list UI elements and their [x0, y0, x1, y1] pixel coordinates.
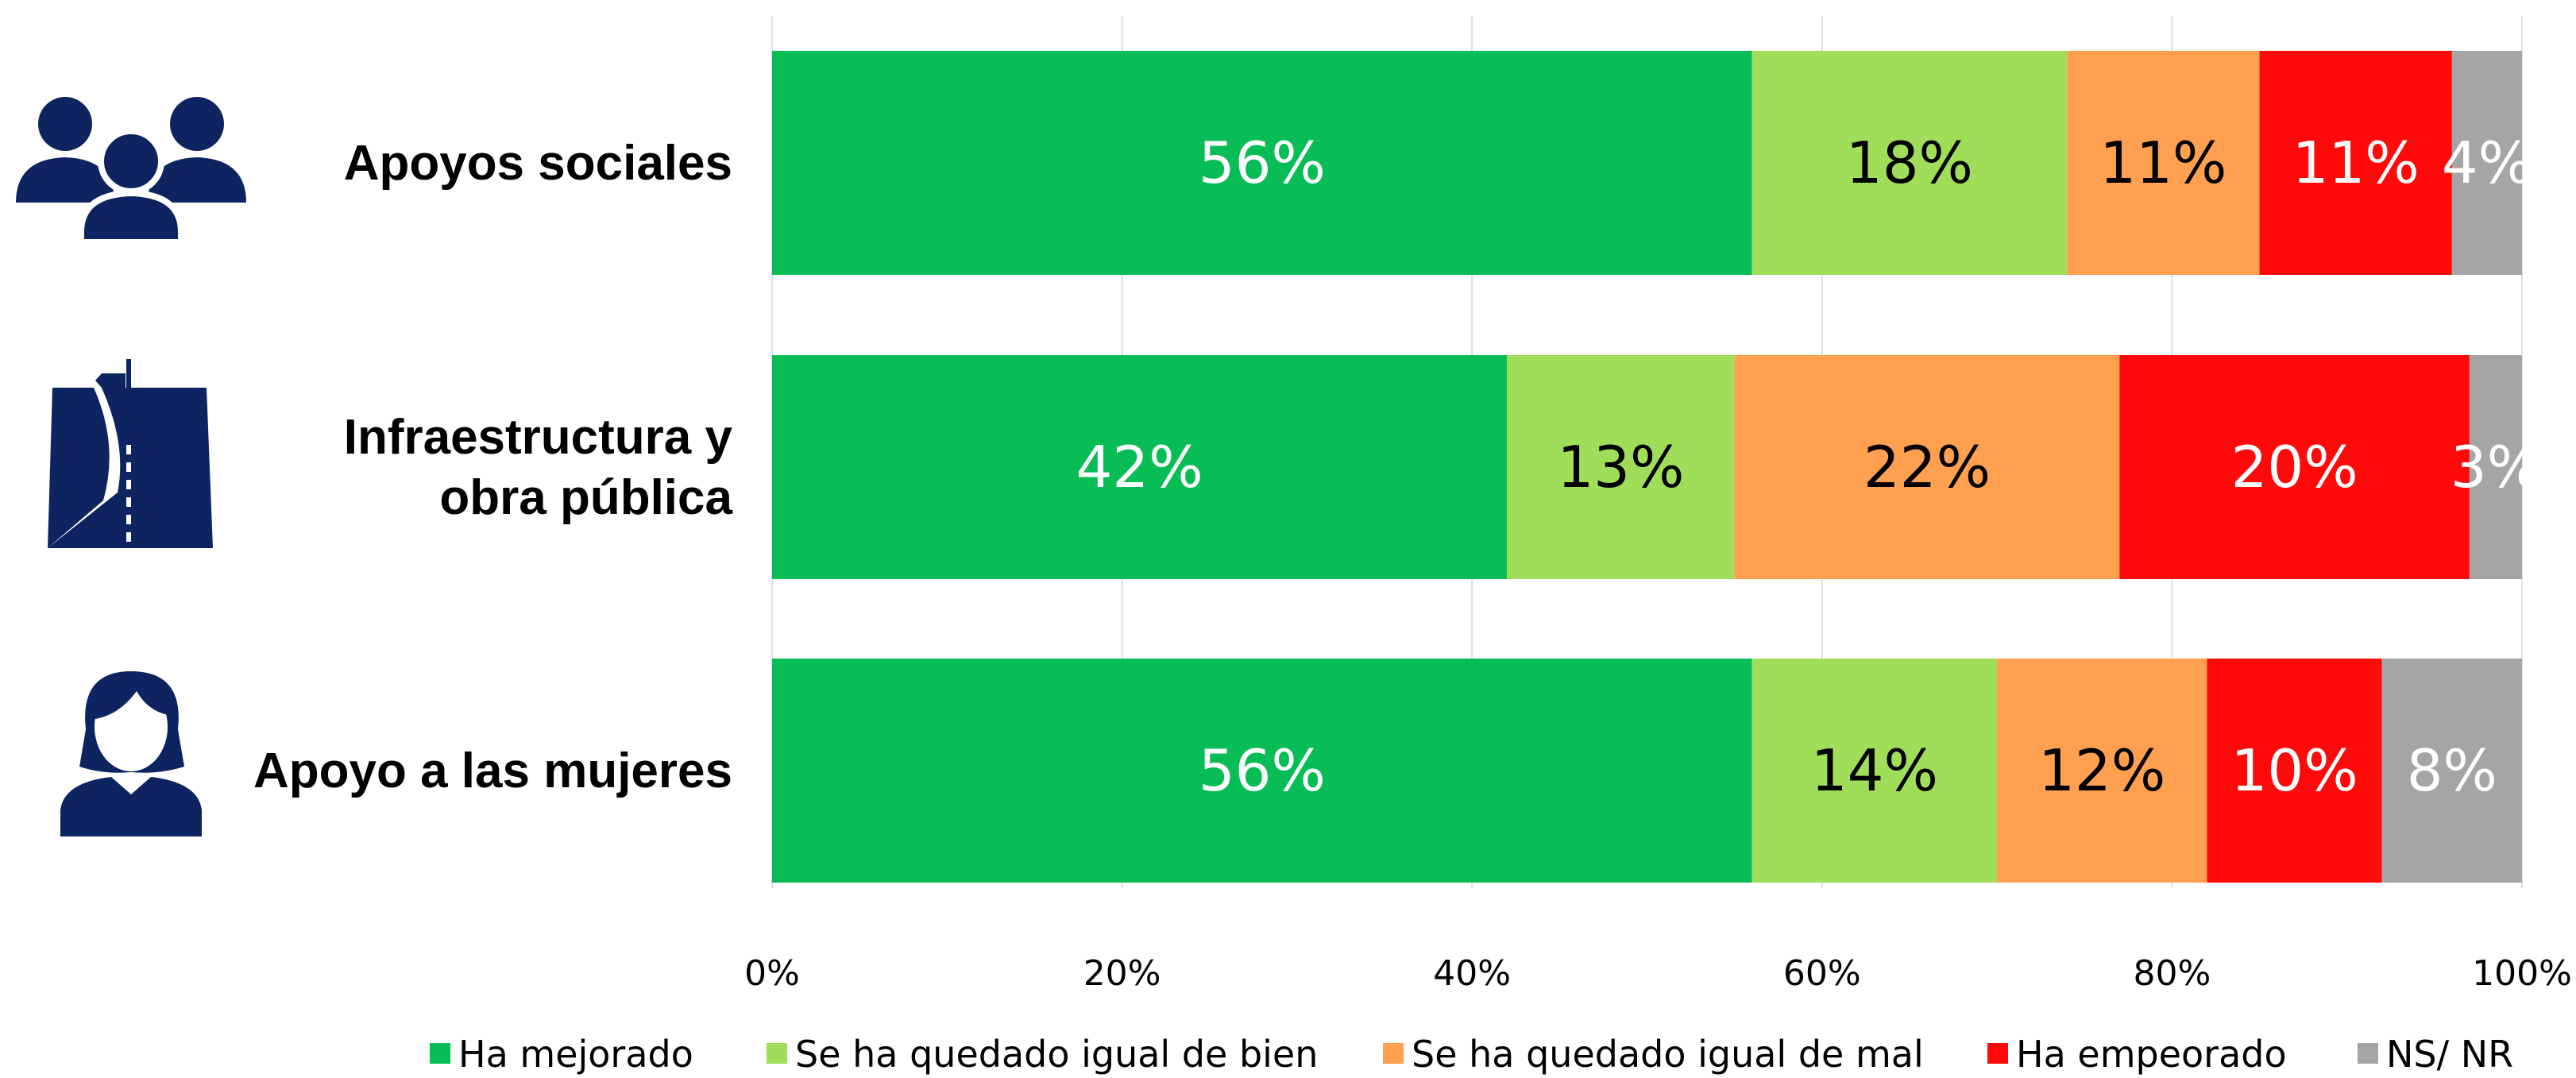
bar-value-label: 8%	[2407, 737, 2497, 804]
legend: Ha mejorado Se ha quedado igual de bien Se…	[430, 1033, 2513, 1076]
legend-item: Se ha quedado igual de mal	[1383, 1033, 1924, 1076]
bar-value-label: 11%	[2292, 129, 2420, 196]
x-tick-label: 0%	[744, 953, 800, 994]
bar-segment	[772, 659, 1752, 883]
legend-item: NS/ NR	[2358, 1033, 2513, 1076]
category-label: Apoyos sociales	[344, 136, 732, 191]
bar-segment	[2451, 51, 2522, 275]
x-tick-label: 80%	[2134, 953, 2211, 994]
bar-value-label: 42%	[1076, 434, 1203, 500]
category-label: Infraestructura y obra pública	[344, 410, 733, 525]
bar-value-label: 56%	[1199, 737, 1326, 804]
bar-value-label: 22%	[1863, 434, 1991, 500]
category-label-line: Apoyos sociales	[344, 136, 732, 191]
category-labels: Apoyos sociales Infraestructura y obra púb…	[253, 136, 733, 798]
bar-value-label: 4%	[2442, 129, 2532, 196]
legend-swatch	[430, 1043, 450, 1064]
legend-item: Ha mejorado	[430, 1033, 693, 1076]
category-label-line: Infraestructura y	[344, 410, 733, 465]
category-label-line: Apoyo a las mujeres	[253, 744, 732, 798]
legend-swatch	[767, 1043, 787, 1064]
legend-label: Ha mejorado	[458, 1033, 693, 1076]
woman-icon	[60, 671, 202, 837]
bar-segment	[2259, 51, 2452, 275]
category-icons	[16, 97, 246, 837]
category-label-line: obra pública	[439, 470, 732, 525]
legend-label: Se ha quedado igual de mal	[1412, 1033, 1924, 1076]
bar-value-label: 14%	[1811, 737, 1938, 804]
bar-segment	[2469, 355, 2522, 579]
bar-value-label: 10%	[2231, 737, 2358, 804]
legend-label: Se ha quedado igual de bien	[795, 1033, 1318, 1076]
legend-label: NS/ NR	[2386, 1033, 2513, 1076]
bar-value-label: 20%	[2231, 434, 2358, 500]
bar-segment	[2207, 659, 2382, 883]
bar-value-label: 18%	[1846, 129, 1973, 196]
bar-value-label: 13%	[1557, 434, 1684, 500]
bar-segment	[772, 355, 1508, 579]
legend-label: Ha empeorado	[2016, 1033, 2287, 1076]
bar-segment	[1507, 355, 1735, 579]
x-tick-label: 60%	[1783, 953, 1861, 994]
bar-segment	[1734, 355, 2120, 579]
people-group-icon	[16, 97, 246, 245]
legend-item: Ha empeorado	[1987, 1033, 2287, 1076]
bar-segment	[2381, 659, 2522, 883]
bar-segment	[2119, 355, 2470, 579]
bar-value-label: 56%	[1199, 129, 1326, 196]
x-tick-label: 40%	[1433, 953, 1511, 994]
legend-item: Se ha quedado igual de bien	[767, 1033, 1318, 1076]
legend-swatch	[1383, 1043, 1404, 1064]
bar-segment	[1751, 51, 2068, 275]
bar-value-label: 3%	[2450, 434, 2541, 500]
bar-value-label: 12%	[2038, 737, 2165, 804]
legend-swatch	[2358, 1043, 2378, 1064]
bars: 56% 18% 11% 11% 4% 42% 13% 22% 20% 3% 56% 14% 12% 10%…	[772, 51, 2541, 883]
x-tick-label: 20%	[1083, 953, 1161, 994]
x-tick-label: 100%	[2472, 953, 2572, 994]
legend-swatch	[1987, 1043, 2008, 1064]
bar-value-label: 11%	[2099, 129, 2226, 196]
category-label: Apoyo a las mujeres	[253, 744, 732, 798]
bar-segment	[1997, 659, 2207, 883]
bar-segment	[772, 51, 1752, 275]
bar-segment	[2067, 51, 2260, 275]
road-signpost-icon	[48, 359, 213, 548]
x-axis: 0% 20% 40% 60% 80% 100%	[744, 953, 2572, 994]
bar-segment	[1751, 659, 1998, 883]
